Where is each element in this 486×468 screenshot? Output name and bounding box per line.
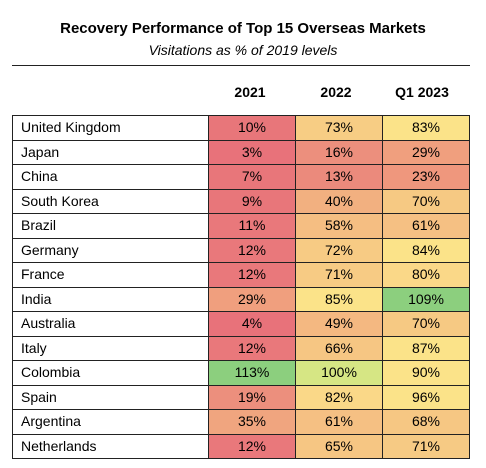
market-name: China	[12, 164, 209, 190]
column-header-2022: 2022	[320, 84, 352, 100]
value-cell: 12%	[208, 237, 296, 263]
markets-table: United Kingdom 10% 73% 83% Japan 3% 16% 29% Chin…	[12, 115, 470, 459]
value-cell: 71%	[382, 433, 470, 459]
value-cell: 7%	[208, 164, 296, 190]
value-cell: 82%	[295, 384, 383, 410]
table-row: Argentina 35% 61% 68%	[12, 409, 470, 435]
market-name: South Korea	[12, 188, 209, 214]
market-name: Italy	[12, 335, 209, 361]
value-cell: 9%	[208, 188, 296, 214]
value-cell: 4%	[208, 311, 296, 337]
value-cell: 40%	[295, 188, 383, 214]
value-cell: 10%	[208, 115, 296, 141]
market-name: Germany	[12, 237, 209, 263]
value-cell: 70%	[382, 188, 470, 214]
table-row: India 29% 85% 109%	[12, 286, 470, 312]
value-cell: 83%	[382, 115, 470, 141]
table-row: France 12% 71% 80%	[12, 262, 470, 288]
value-cell: 65%	[295, 433, 383, 459]
market-name: Colombia	[12, 360, 209, 386]
value-cell: 68%	[382, 409, 470, 435]
column-header-q1-2023: Q1 2023	[395, 84, 449, 100]
value-cell: 70%	[382, 311, 470, 337]
table-row: Japan 3% 16% 29%	[12, 139, 470, 165]
value-cell: 49%	[295, 311, 383, 337]
value-cell: 80%	[382, 262, 470, 288]
value-cell: 12%	[208, 335, 296, 361]
table-row: United Kingdom 10% 73% 83%	[12, 115, 470, 141]
value-cell: 12%	[208, 433, 296, 459]
market-name: Spain	[12, 384, 209, 410]
value-cell: 96%	[382, 384, 470, 410]
value-cell: 12%	[208, 262, 296, 288]
market-name: France	[12, 262, 209, 288]
value-cell: 11%	[208, 213, 296, 239]
market-name: Netherlands	[12, 433, 209, 459]
value-cell: 72%	[295, 237, 383, 263]
table-row: China 7% 13% 23%	[12, 164, 470, 190]
value-cell: 29%	[208, 286, 296, 312]
value-cell: 109%	[382, 286, 470, 312]
value-cell: 84%	[382, 237, 470, 263]
market-name: Japan	[12, 139, 209, 165]
market-name: India	[12, 286, 209, 312]
value-cell: 58%	[295, 213, 383, 239]
table-row: Germany 12% 72% 84%	[12, 237, 470, 263]
value-cell: 100%	[295, 360, 383, 386]
value-cell: 61%	[382, 213, 470, 239]
value-cell: 90%	[382, 360, 470, 386]
value-cell: 13%	[295, 164, 383, 190]
table-row: South Korea 9% 40% 70%	[12, 188, 470, 214]
value-cell: 61%	[295, 409, 383, 435]
table-row: Italy 12% 66% 87%	[12, 335, 470, 361]
market-name: United Kingdom	[12, 115, 209, 141]
value-cell: 66%	[295, 335, 383, 361]
market-name: Argentina	[12, 409, 209, 435]
value-cell: 23%	[382, 164, 470, 190]
value-cell: 19%	[208, 384, 296, 410]
value-cell: 29%	[382, 139, 470, 165]
market-name: Brazil	[12, 213, 209, 239]
value-cell: 73%	[295, 115, 383, 141]
chart-subtitle: Visitations as % of 2019 levels	[148, 42, 338, 58]
value-cell: 87%	[382, 335, 470, 361]
markets-table-body: United Kingdom 10% 73% 83% Japan 3% 16% 29% Chin…	[12, 115, 470, 459]
chart-title: Recovery Performance of Top 15 Overseas …	[60, 20, 426, 37]
title-rule	[12, 65, 470, 66]
table-row: Spain 19% 82% 96%	[12, 384, 470, 410]
value-cell: 85%	[295, 286, 383, 312]
table-row: Netherlands 12% 65% 71%	[12, 433, 470, 459]
market-name: Australia	[12, 311, 209, 337]
table-row: Brazil 11% 58% 61%	[12, 213, 470, 239]
table-row: Australia 4% 49% 70%	[12, 311, 470, 337]
value-cell: 3%	[208, 139, 296, 165]
value-cell: 35%	[208, 409, 296, 435]
table-row: Colombia 113% 100% 90%	[12, 360, 470, 386]
value-cell: 113%	[208, 360, 296, 386]
value-cell: 16%	[295, 139, 383, 165]
value-cell: 71%	[295, 262, 383, 288]
column-header-2021: 2021	[234, 84, 266, 100]
